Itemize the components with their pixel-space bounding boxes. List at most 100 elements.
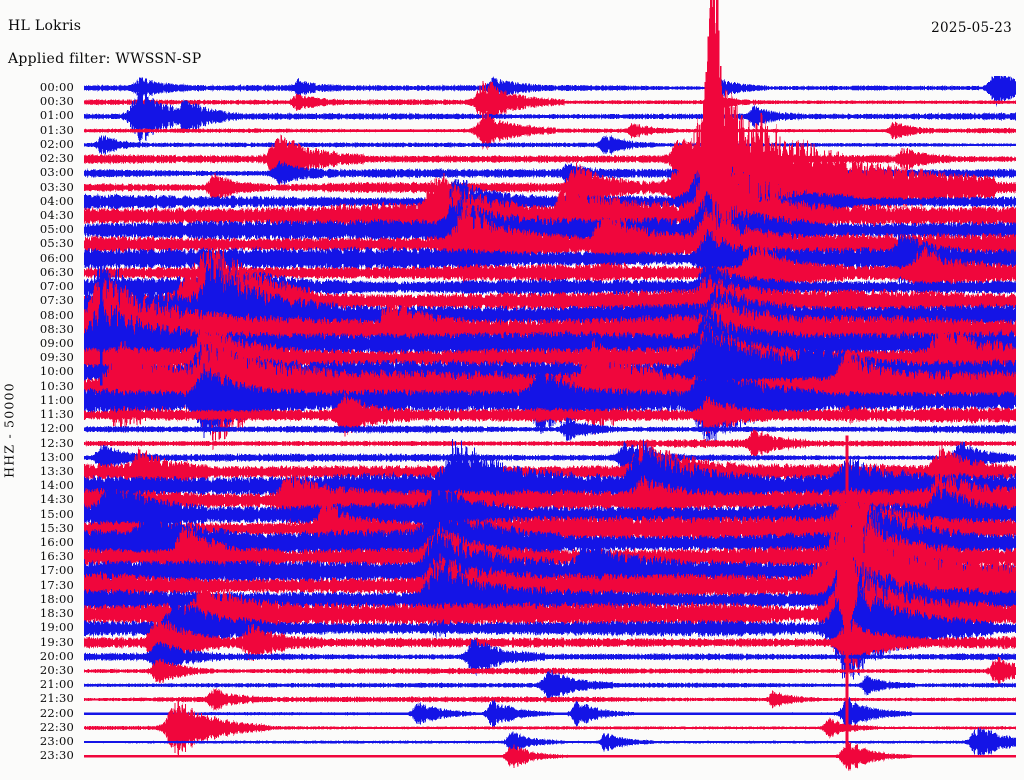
time-label: 19:00 <box>39 620 74 635</box>
trace-baseline <box>84 613 1016 616</box>
trace-baseline <box>84 485 1016 488</box>
trace-baseline <box>84 86 1016 90</box>
trace-baseline <box>84 342 1016 346</box>
trace-baseline <box>84 172 1016 175</box>
time-label: 08:30 <box>39 321 74 336</box>
time-label: 11:00 <box>39 392 74 407</box>
trace-baseline <box>84 286 1016 289</box>
trace-baseline <box>84 712 1016 715</box>
time-label: 23:00 <box>39 734 74 749</box>
time-label: 07:00 <box>39 279 74 294</box>
time-label-column: 00:00 00:30 01:00 01:30 02:00 02:30 03:00 03:30… <box>0 0 84 780</box>
trace-baseline <box>84 570 1016 573</box>
time-label: 00:00 <box>39 80 74 94</box>
time-label: 04:30 <box>39 207 74 222</box>
trace-baseline <box>84 527 1016 530</box>
time-label: 16:00 <box>39 535 74 550</box>
time-label: 05:00 <box>39 222 74 237</box>
seismic-trace-row <box>84 76 1016 107</box>
time-label: 12:00 <box>39 421 74 436</box>
time-label: 17:30 <box>39 577 74 592</box>
trace-baseline <box>84 399 1016 402</box>
time-label: 04:00 <box>39 193 74 208</box>
time-label: 09:30 <box>39 350 74 365</box>
trace-baseline <box>84 115 1016 118</box>
time-label: 18:30 <box>39 606 74 621</box>
trace-baseline <box>84 541 1016 545</box>
trace-baseline <box>84 499 1016 502</box>
trace-baseline <box>84 726 1016 729</box>
time-label: 03:00 <box>39 165 74 180</box>
trace-baseline <box>84 243 1016 246</box>
trace-baseline <box>84 456 1016 459</box>
trace-baseline <box>84 357 1016 360</box>
time-label: 06:30 <box>39 264 74 279</box>
time-label: 09:00 <box>39 335 74 350</box>
time-label: 05:30 <box>39 236 74 251</box>
time-label: 20:30 <box>39 663 74 678</box>
time-label: 00:30 <box>39 94 74 109</box>
trace-baseline <box>84 300 1016 303</box>
trace-baseline <box>84 641 1016 644</box>
time-label: 19:30 <box>39 634 74 649</box>
trace-baseline <box>84 741 1016 744</box>
time-label: 13:00 <box>39 449 74 464</box>
trace-baseline <box>84 627 1016 630</box>
trace-baseline <box>84 328 1016 331</box>
trace-baseline <box>84 257 1016 260</box>
time-label: 10:00 <box>39 364 74 379</box>
time-label: 21:00 <box>39 677 74 692</box>
trace-baseline <box>84 143 1016 146</box>
time-label: 10:30 <box>39 378 74 393</box>
time-label: 08:00 <box>39 307 74 322</box>
helicorder-plot <box>84 76 1016 772</box>
time-label: 06:00 <box>39 250 74 265</box>
time-label: 22:30 <box>39 719 74 734</box>
station-title: HL Lokris <box>8 18 82 34</box>
time-label: 23:30 <box>39 748 74 763</box>
trace-canvas <box>84 76 1016 771</box>
applied-filter-label: Applied filter: WWSSN-SP <box>8 51 202 67</box>
trace-baseline <box>84 584 1016 587</box>
trace-baseline <box>84 314 1016 317</box>
trace-baseline <box>84 556 1016 559</box>
time-label: 16:30 <box>39 549 74 564</box>
time-label: 03:30 <box>39 179 74 194</box>
trace-baseline <box>84 186 1016 189</box>
time-label: 02:30 <box>39 151 74 166</box>
time-label: 14:30 <box>39 492 74 507</box>
trace-baseline <box>84 271 1016 274</box>
trace-baseline <box>84 755 1016 758</box>
trace-baseline <box>84 200 1016 203</box>
trace-baseline <box>84 101 1016 104</box>
trace-baseline <box>84 598 1016 601</box>
time-label: 13:30 <box>39 463 74 478</box>
trace-baseline <box>84 129 1016 132</box>
trace-baseline <box>84 669 1016 673</box>
time-label: 01:30 <box>39 122 74 137</box>
time-label: 07:30 <box>39 293 74 308</box>
time-label: 22:00 <box>39 705 74 720</box>
time-label: 17:00 <box>39 563 74 578</box>
time-label: 02:00 <box>39 136 74 151</box>
time-label: 21:30 <box>39 691 74 706</box>
trace-baseline <box>84 513 1016 516</box>
time-label: 15:00 <box>39 506 74 521</box>
trace-baseline <box>84 655 1016 658</box>
trace-baseline <box>84 158 1016 161</box>
time-label: 20:00 <box>39 648 74 663</box>
time-label: 18:00 <box>39 591 74 606</box>
trace-baseline <box>84 214 1016 218</box>
record-date: 2025-05-23 <box>931 20 1012 36</box>
time-label: 15:30 <box>39 520 74 535</box>
time-label: 12:30 <box>39 435 74 450</box>
trace-baseline <box>84 684 1016 687</box>
trace-baseline <box>84 229 1016 232</box>
trace-baseline <box>84 470 1016 473</box>
time-label: 01:00 <box>39 108 74 123</box>
time-label: 11:30 <box>39 407 74 422</box>
trace-baseline <box>84 698 1016 701</box>
trace-baseline <box>84 428 1016 431</box>
trace-baseline <box>84 414 1016 417</box>
